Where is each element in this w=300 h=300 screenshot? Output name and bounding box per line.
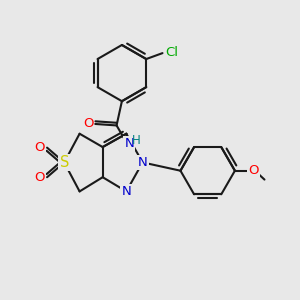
Text: O: O (83, 117, 93, 130)
Text: Cl: Cl (165, 46, 178, 59)
Text: O: O (35, 171, 45, 184)
Text: N: N (122, 185, 131, 198)
Text: O: O (35, 140, 45, 154)
Text: S: S (59, 155, 69, 170)
Text: O: O (248, 164, 259, 177)
Text: H: H (132, 134, 141, 147)
Text: N: N (124, 137, 134, 150)
Text: N: N (138, 156, 148, 169)
